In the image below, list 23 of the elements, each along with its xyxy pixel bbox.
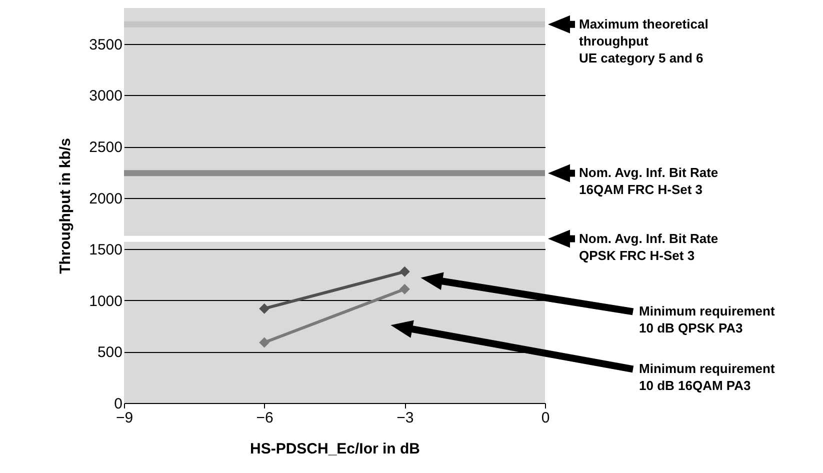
x-tick-label: −3 [396,410,414,426]
text: Minimum requirement 10 dB 16QAM PA3 [639,361,776,394]
x-axis-title: HS-PDSCH_Ec/Ior in dB [250,440,420,458]
ref-line-label: Nom. Avg. Inf. Bit Rate 16QAM FRC H-Set 3 [579,165,718,198]
ref-line-label: Maximum theoretical throughput UE category 5 and 6 [579,16,708,66]
y-tick-label: 3000 [89,88,122,105]
y-axis-title: Throughput in kb/s [57,138,74,274]
y-tick-label: 0 [114,396,122,412]
point [259,303,270,314]
y-tick-label: 500 [97,344,122,362]
ref-line-label: Nom. Avg. Inf. Bit Rate QPSK FRC H-Set 3 [579,230,718,263]
x-tick-label: 0 [541,410,550,426]
x-tick-label: −6 [256,410,274,426]
point [399,284,410,294]
y-tick-label: 2500 [89,139,122,156]
x-tick-label: −9 [116,410,134,426]
y-tick-label: 1500 [89,242,122,259]
point [399,266,410,277]
y-tick-label: 1000 [89,292,122,310]
point [259,337,270,348]
y-tick-label: 3500 [89,36,122,54]
text: Minimum requirement 10 dB QPSK PA3 [639,304,776,336]
y-tick-label: 2000 [89,190,122,208]
